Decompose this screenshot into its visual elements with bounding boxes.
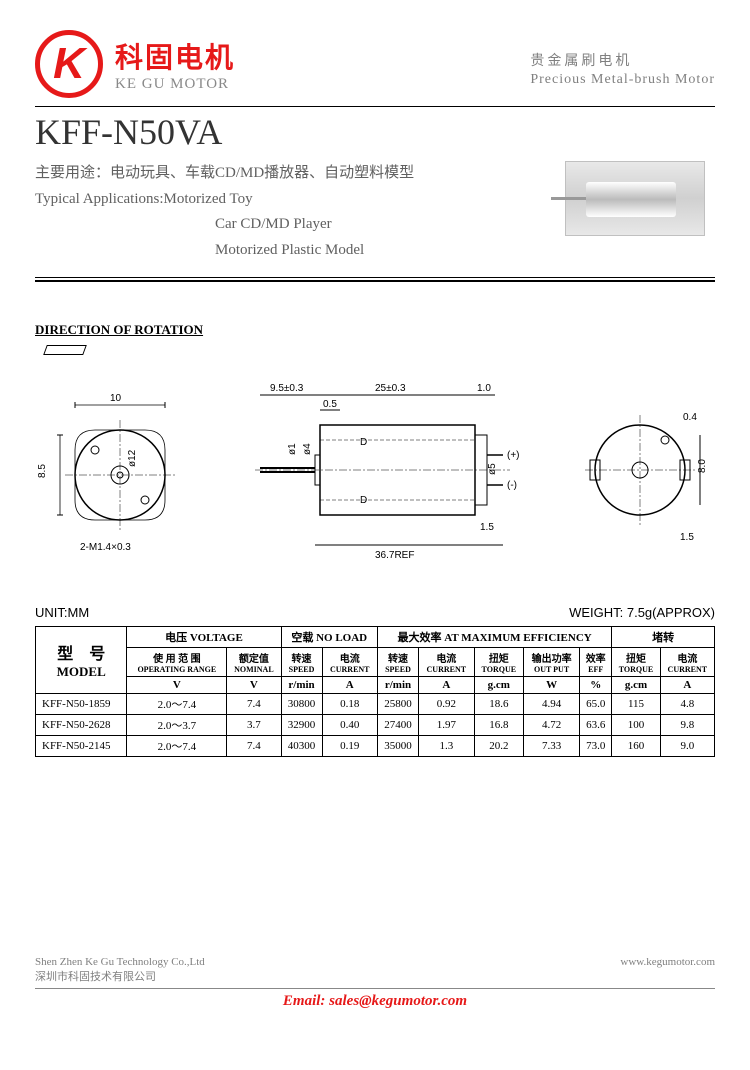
grp-noload: 空载 NO LOAD xyxy=(281,627,377,648)
col-subheader: 额定值NOMINAL xyxy=(227,648,281,677)
divider xyxy=(35,277,715,278)
col-subheader: 转速SPEED xyxy=(377,648,418,677)
svg-text:10: 10 xyxy=(110,393,122,404)
technical-drawings: 10 8.5 ø12 2-M1.4×0.3 9.5±0.3 0.5 25±0.3 xyxy=(35,375,715,575)
spec-table: 型 号 MODEL 电压 VOLTAGE 空载 NO LOAD 最大效率 AT … xyxy=(35,626,715,757)
col-subheader: 扭矩TORQUE xyxy=(612,648,660,677)
svg-text:ø12: ø12 xyxy=(127,449,138,467)
svg-text:36.7REF: 36.7REF xyxy=(375,550,414,561)
svg-text:ø4: ø4 xyxy=(302,443,313,455)
svg-text:0.5: 0.5 xyxy=(323,399,337,410)
col-unit: A xyxy=(660,677,714,694)
col-unit: r/min xyxy=(377,677,418,694)
subtitle-en: Precious Metal-brush Motor xyxy=(530,72,715,88)
grp-voltage: 电压 VOLTAGE xyxy=(127,627,281,648)
model-title: KFF-N50VA xyxy=(35,111,715,153)
applications-block: 主要用途：电动玩具、车载CD/MD播放器、自动塑料模型 Typical Appl… xyxy=(35,161,715,263)
col-subheader: 使 用 范 围OPERATING RANGE xyxy=(127,648,227,677)
svg-text:(-): (-) xyxy=(507,480,517,491)
svg-text:1.0: 1.0 xyxy=(477,383,491,394)
col-subheader: 效率EFF xyxy=(580,648,612,677)
app-en-line2: Car CD/MD Player xyxy=(215,212,414,238)
svg-text:0.4: 0.4 xyxy=(683,412,697,423)
table-row: KFF-N50-18592.0～7.47.4308000.18258000.92… xyxy=(36,694,715,715)
col-subheader: 电流CURRENT xyxy=(322,648,377,677)
col-unit: r/min xyxy=(281,677,322,694)
front-view-drawing: 10 8.5 ø12 2-M1.4×0.3 xyxy=(35,375,195,555)
logo-en: KE GU MOTOR xyxy=(115,76,235,93)
footer-company-cn: 深圳市科固技术有限公司 xyxy=(35,968,205,984)
footer-website: www.kegumotor.com xyxy=(620,956,715,984)
svg-text:9.5±0.3: 9.5±0.3 xyxy=(270,383,304,394)
logo-text: 科固电机 KE GU MOTOR xyxy=(115,36,235,93)
applications-text: 主要用途：电动玩具、车载CD/MD播放器、自动塑料模型 Typical Appl… xyxy=(35,161,414,263)
table-row: KFF-N50-26282.0～3.73.7329000.40274001.97… xyxy=(36,715,715,736)
table-meta: UNIT:MM WEIGHT: 7.5g(APPROX) xyxy=(35,605,715,620)
col-unit: % xyxy=(580,677,612,694)
unit-label: UNIT:MM xyxy=(35,605,89,620)
col-unit: A xyxy=(322,677,377,694)
col-unit: g.cm xyxy=(474,677,524,694)
diagram-section: DIRECTION OF ROTATION 10 8.5 ø12 2-M1.4×… xyxy=(35,322,715,575)
svg-text:1.5: 1.5 xyxy=(680,532,694,543)
svg-text:D: D xyxy=(360,495,367,506)
col-subheader: 转速SPEED xyxy=(281,648,322,677)
col-unit: V xyxy=(227,677,281,694)
rotation-icon xyxy=(43,345,87,355)
subtitle-cn: 贵金属刷电机 xyxy=(530,50,715,70)
app-en-line3: Motorized Plastic Model xyxy=(215,238,414,264)
col-unit: g.cm xyxy=(612,677,660,694)
weight-label: WEIGHT: 7.5g(APPROX) xyxy=(569,605,715,620)
col-unit: A xyxy=(419,677,475,694)
svg-text:ø1: ø1 xyxy=(287,443,298,455)
svg-text:25±0.3: 25±0.3 xyxy=(375,383,406,394)
svg-text:ø5: ø5 xyxy=(487,463,498,475)
header: K 科固电机 KE GU MOTOR 贵金属刷电机 Precious Metal… xyxy=(35,30,715,98)
app-en-line1: Typical Applications:Motorized Toy xyxy=(35,187,414,213)
grp-stall: 堵转 xyxy=(612,627,715,648)
col-subheader: 输出功率OUT PUT xyxy=(524,648,580,677)
footer-company-en: Shen Zhen Ke Gu Technology Co.,Ltd xyxy=(35,956,205,968)
svg-text:2-M1.4×0.3: 2-M1.4×0.3 xyxy=(80,542,131,553)
motor-photo xyxy=(565,161,705,236)
col-unit: W xyxy=(524,677,580,694)
logo-block: K 科固电机 KE GU MOTOR xyxy=(35,30,235,98)
rotation-label: DIRECTION OF ROTATION xyxy=(35,322,715,338)
back-view-drawing: 0.4 8.0 1.5 xyxy=(575,375,715,555)
col-subheader: 扭矩TORQUE xyxy=(474,648,524,677)
col-subheader: 电流CURRENT xyxy=(660,648,714,677)
col-subheader: 电流CURRENT xyxy=(419,648,475,677)
svg-text:1.5: 1.5 xyxy=(480,522,494,533)
logo-icon: K xyxy=(35,30,103,98)
subtitle: 贵金属刷电机 Precious Metal-brush Motor xyxy=(530,50,715,88)
logo-cn: 科固电机 xyxy=(115,36,235,76)
col-model: 型 号 MODEL xyxy=(36,627,127,694)
footer-email: Email: sales@kegumotor.com xyxy=(35,993,715,1010)
svg-text:D: D xyxy=(360,437,367,448)
divider xyxy=(35,106,715,107)
grp-maxeff: 最大效率 AT MAXIMUM EFFICIENCY xyxy=(377,627,611,648)
footer: Shen Zhen Ke Gu Technology Co.,Ltd 深圳市科固… xyxy=(35,956,715,1010)
table-row: KFF-N50-21452.0～7.47.4403000.19350001.32… xyxy=(36,736,715,757)
svg-text:(+): (+) xyxy=(507,450,520,461)
app-cn: 主要用途：电动玩具、车载CD/MD播放器、自动塑料模型 xyxy=(35,161,414,187)
side-view-drawing: 9.5±0.3 0.5 25±0.3 1.0 (+) (-) D D ø1 ø4… xyxy=(245,375,525,575)
divider-thick xyxy=(35,280,715,282)
col-unit: V xyxy=(127,677,227,694)
svg-text:8.0: 8.0 xyxy=(697,459,708,473)
svg-text:8.5: 8.5 xyxy=(37,464,48,478)
